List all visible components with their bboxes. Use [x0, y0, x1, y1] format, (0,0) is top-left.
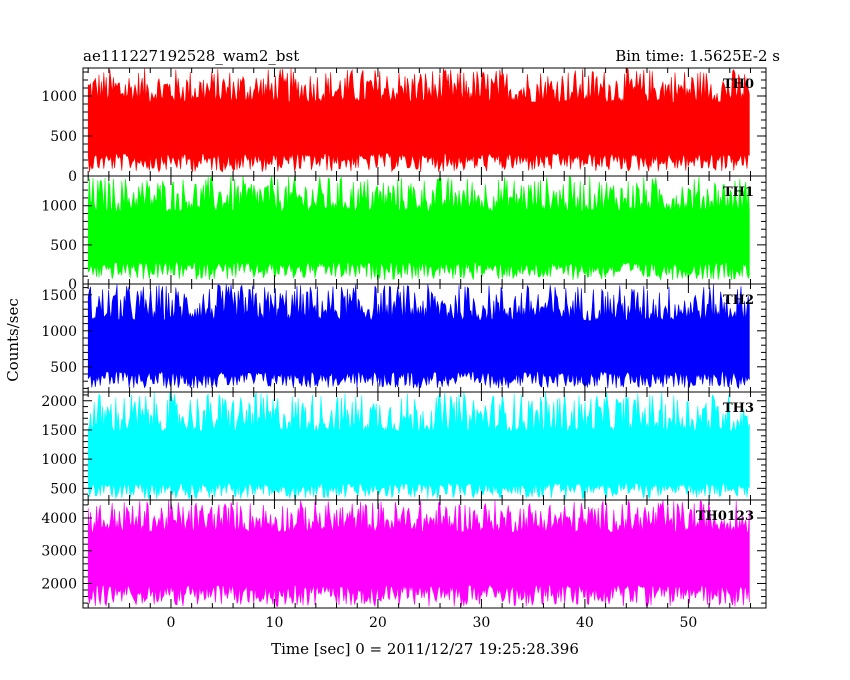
y-tick-label: 1000: [41, 324, 77, 340]
y-tick-label: 0: [68, 169, 77, 185]
series-label: TH2: [723, 293, 754, 308]
x-tick-label: 30: [473, 615, 491, 631]
y-tick-label: 500: [50, 360, 77, 376]
y-tick-label: 3000: [41, 544, 77, 560]
series-th2: [87, 283, 750, 389]
y-tick-label: 500: [50, 129, 77, 145]
series-th1: [87, 175, 750, 282]
y-axis-label: Counts/sec: [4, 298, 22, 382]
y-tick-label: 1000: [41, 199, 77, 215]
x-tick-label: 50: [679, 615, 697, 631]
y-tick-label: 1500: [41, 423, 77, 439]
bin-time-label: Bin time: 1.5625E-2 s: [615, 47, 780, 65]
source-title: ae111227192528_wam2_bst: [83, 47, 299, 65]
series-label: TH1: [723, 185, 754, 200]
x-tick-label: 0: [167, 615, 176, 631]
panel-th2: TH2 500 1000 1500: [41, 283, 767, 393]
series-th0123: [87, 499, 750, 607]
panel-th1: TH1 0 500 1000: [41, 175, 767, 293]
panel-th0123: TH0123 2000 3000 4000: [41, 499, 767, 609]
x-axis-label: Time [sec] 0 = 2011/12/27 19:25:28.396: [271, 640, 579, 658]
y-tick-label: 2000: [41, 394, 77, 410]
x-tick-label: 10: [266, 615, 284, 631]
y-tick-label: 500: [50, 238, 77, 254]
series-label: TH0: [723, 77, 754, 92]
x-tick-label: 20: [369, 615, 387, 631]
x-tick-label: 40: [576, 615, 594, 631]
panels-group: TH005001000TH105001000TH250010001500TH35…: [41, 67, 767, 631]
panel-frame: [82, 499, 767, 609]
y-tick-label: 4000: [41, 511, 77, 527]
y-tick-label: 1500: [41, 288, 77, 304]
series-label: TH0123: [696, 509, 754, 524]
y-tick-label: 1000: [41, 452, 77, 468]
y-tick-label: 500: [50, 481, 77, 497]
panel-th0: TH0 0 500 1000: [41, 67, 767, 185]
y-tick-label: 0: [68, 277, 77, 293]
y-tick-label: 1000: [41, 89, 77, 105]
panel-th3: TH3 500 1000 1500 2000: [41, 391, 767, 501]
series-th3: [87, 391, 750, 500]
series-label: TH3: [723, 401, 754, 416]
series-th0: [87, 67, 750, 173]
y-tick-label: 2000: [41, 576, 77, 592]
